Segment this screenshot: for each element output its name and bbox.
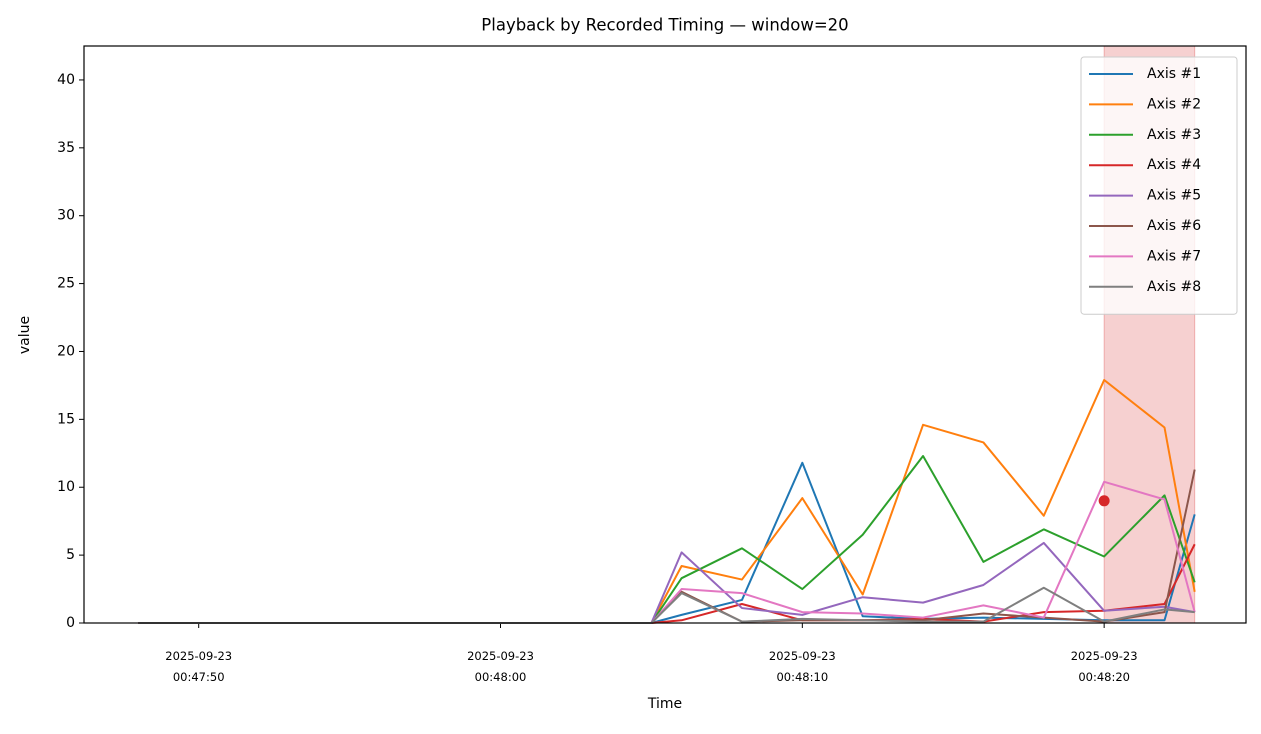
legend-label: Axis #4 [1147,157,1201,173]
y-tick-label: 20 [57,343,75,359]
legend-label: Axis #6 [1147,218,1201,234]
legend-label: Axis #2 [1147,96,1201,112]
series-line [138,586,1195,624]
legend-label: Axis #5 [1147,188,1201,204]
chart-title: Playback by Recorded Timing — window=20 [481,16,848,35]
legend-label: Axis #8 [1147,279,1201,295]
series-line [138,480,1196,624]
series-line [138,378,1196,624]
y-tick-label: 5 [66,547,75,563]
x-tick-label: 2025-09-23 00:48:10 [769,649,836,684]
y-axis-label: value [17,316,33,354]
x-axis-label: Time [647,696,682,712]
y-tick-label: 15 [57,411,75,427]
series-line [138,541,1195,624]
plot-frame [83,45,1247,624]
y-tick-label: 30 [57,208,75,224]
legend: Axis #1 Axis #2 Axis #3 Axis #4 Axis #5 Axis … [1080,56,1238,315]
legend-box [1080,56,1238,315]
series-line [138,455,1196,624]
y-tick-label: 40 [57,72,75,88]
y-tick-label: 10 [57,479,75,495]
x-tick-label: 2025-09-23 00:48:20 [1071,649,1138,684]
legend-label: Axis #7 [1147,248,1201,264]
x-tick-label: 2025-09-23 00:48:00 [467,649,534,684]
y-tick-label: 35 [57,140,75,156]
y-tick-label: 25 [57,276,75,292]
marker-point [1098,495,1110,507]
legend-label: Axis #3 [1147,127,1201,143]
legend-label: Axis #1 [1147,66,1201,82]
y-tick-label: 0 [66,615,75,631]
x-tick-label: 2025-09-23 00:47:50 [165,649,232,684]
